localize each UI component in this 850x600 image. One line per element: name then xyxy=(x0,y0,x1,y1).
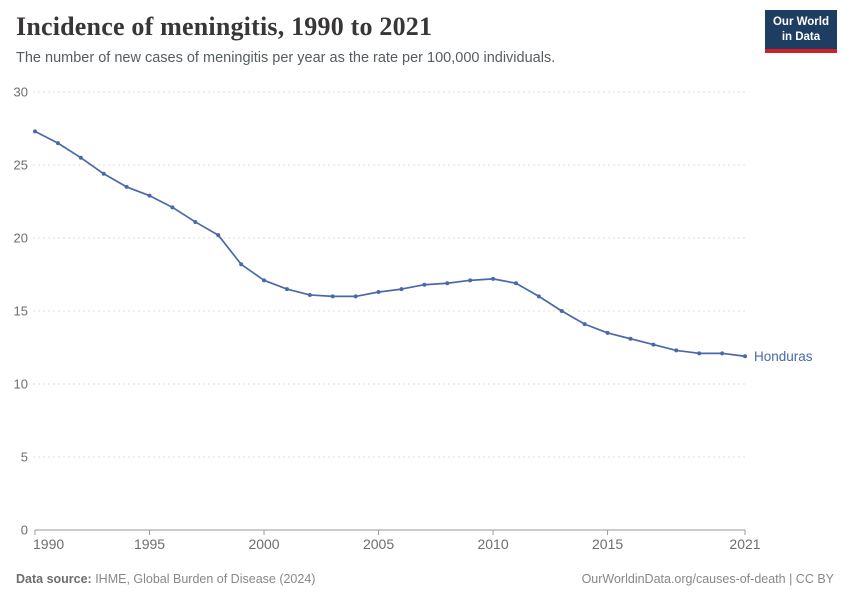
data-point-2016[interactable] xyxy=(628,336,633,341)
x-tick-label-2021: 2021 xyxy=(729,536,760,552)
x-tick-label-1990: 1990 xyxy=(33,536,64,552)
data-point-2014[interactable] xyxy=(582,322,587,327)
data-point-2015[interactable] xyxy=(605,330,610,335)
data-point-1996[interactable] xyxy=(170,205,175,210)
y-tick-label-5: 5 xyxy=(21,450,28,465)
data-point-1990[interactable] xyxy=(33,129,37,134)
x-tick-label-2010: 2010 xyxy=(477,536,508,552)
data-point-2008[interactable] xyxy=(445,281,450,286)
owid-logo[interactable]: Our World in Data xyxy=(764,10,837,53)
data-point-1992[interactable] xyxy=(78,155,83,160)
x-axis: 1990 1995 2000 2005 2010 2015 2021 xyxy=(33,529,761,552)
gridlines xyxy=(33,91,745,458)
credit-link[interactable]: OurWorldinData.org/causes-of-death | CC … xyxy=(581,572,834,586)
data-point-2012[interactable] xyxy=(536,294,541,299)
data-point-2020[interactable] xyxy=(720,351,725,356)
data-point-2010[interactable] xyxy=(491,276,496,281)
chart-footer: Data source: IHME, Global Burden of Dise… xyxy=(16,572,834,586)
data-point-2001[interactable] xyxy=(284,287,289,292)
y-tick-label-20: 20 xyxy=(14,231,28,246)
series-honduras[interactable]: Honduras xyxy=(33,129,813,364)
page-title: Incidence of meningitis, 1990 to 2021 xyxy=(16,12,433,41)
data-point-1998[interactable] xyxy=(216,233,221,238)
chart-svg[interactable]: 0 5 10 15 20 25 30 1990 1995 2000 2005 2010 2015 2021… xyxy=(0,80,850,558)
data-point-2000[interactable] xyxy=(262,278,267,283)
data-point-2004[interactable] xyxy=(353,294,358,299)
y-tick-label-10: 10 xyxy=(14,377,28,392)
data-point-1991[interactable] xyxy=(55,141,60,146)
series-line[interactable] xyxy=(34,130,746,358)
data-point-2018[interactable] xyxy=(674,348,679,353)
data-point-2002[interactable] xyxy=(307,292,312,297)
data-point-2021[interactable] xyxy=(743,354,747,359)
y-tick-label-25: 25 xyxy=(14,158,28,173)
data-source-text: IHME, Global Burden of Disease (2024) xyxy=(91,572,316,586)
data-point-2011[interactable] xyxy=(513,281,518,286)
data-source: Data source: IHME, Global Burden of Dise… xyxy=(16,572,315,586)
data-point-2017[interactable] xyxy=(651,342,656,347)
data-point-1997[interactable] xyxy=(193,219,198,224)
data-source-label: Data source: xyxy=(16,572,92,586)
x-tick-label-1995: 1995 xyxy=(134,536,165,552)
data-point-2019[interactable] xyxy=(697,351,702,356)
y-tick-label-15: 15 xyxy=(14,304,28,319)
data-point-1999[interactable] xyxy=(239,262,244,267)
page-subtitle: The number of new cases of meningitis pe… xyxy=(16,50,556,66)
y-axis-labels: 0 5 10 15 20 25 30 xyxy=(14,85,28,538)
x-tick-label-2015: 2015 xyxy=(592,536,623,552)
x-tick-label-2000: 2000 xyxy=(248,536,279,552)
entity-label[interactable]: Honduras xyxy=(754,349,813,364)
chart-area[interactable]: 0 5 10 15 20 25 30 1990 1995 2000 2005 2010 2015 2021… xyxy=(0,80,850,558)
owid-logo-line2: in Data xyxy=(781,30,821,43)
data-point-2006[interactable] xyxy=(399,287,404,292)
data-point-2005[interactable] xyxy=(376,290,381,295)
data-point-2009[interactable] xyxy=(468,278,473,283)
data-point-1995[interactable] xyxy=(147,193,152,198)
x-tick-label-2005: 2005 xyxy=(363,536,394,552)
data-point-1993[interactable] xyxy=(101,171,106,176)
chart-header: Incidence of meningitis, 1990 to 2021 Th… xyxy=(16,12,756,66)
data-point-2007[interactable] xyxy=(422,282,427,287)
owid-logo-line1: Our World xyxy=(772,16,829,28)
data-point-1994[interactable] xyxy=(124,184,129,189)
data-point-2013[interactable] xyxy=(559,309,564,313)
data-point-2003[interactable] xyxy=(330,294,335,299)
y-tick-label-0: 0 xyxy=(21,523,28,538)
y-tick-label-30: 30 xyxy=(14,85,28,100)
